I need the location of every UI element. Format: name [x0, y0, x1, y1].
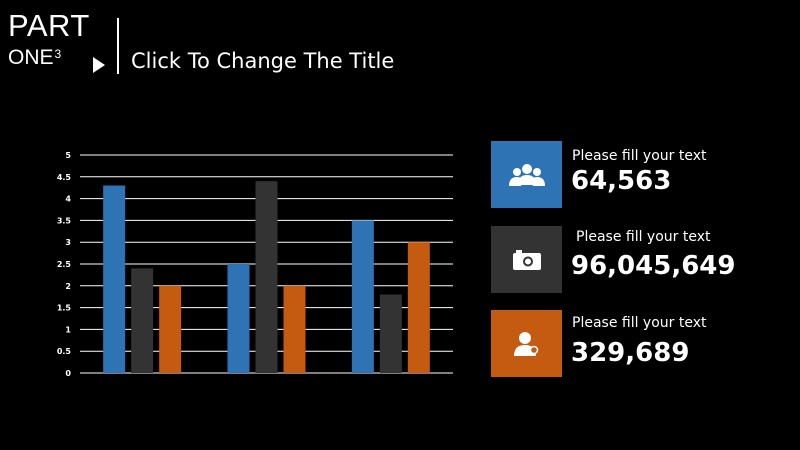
slide-title[interactable]: Click To Change The Title: [131, 49, 395, 73]
y-tick-label: 3: [65, 238, 71, 247]
bar-group3-series1: [351, 220, 374, 373]
y-tick-label: 4.5: [57, 173, 72, 182]
stat-label-1[interactable]: Please fill your text: [572, 148, 707, 164]
bar-group2-series3: [283, 285, 306, 373]
part-number-label: ONE3: [8, 46, 61, 70]
stat-tile-1: [491, 141, 562, 208]
y-tick-label: 3.5: [57, 216, 72, 225]
bar-group3-series2: [379, 294, 402, 373]
user-icon: [513, 331, 538, 356]
stat-label-2[interactable]: Please fill your text: [576, 229, 711, 245]
y-tick-label: 1: [65, 325, 71, 334]
y-tick-label: 4: [65, 195, 71, 204]
part-label: PART: [8, 8, 90, 43]
chart-bars: [103, 181, 430, 373]
y-tick-label: 1.5: [57, 304, 72, 313]
stat-label-3[interactable]: Please fill your text: [572, 315, 707, 331]
bar-group1-series3: [159, 285, 182, 373]
stat-value-3[interactable]: 329,689: [571, 338, 690, 368]
people-icon: [508, 163, 545, 186]
y-tick-label: 5: [65, 151, 71, 160]
bar-group2-series2: [255, 181, 278, 373]
stat-value-1[interactable]: 64,563: [571, 166, 672, 196]
play-icon: [93, 57, 105, 73]
y-tick-label: 2.5: [57, 260, 72, 269]
part-number-superscript: 3: [54, 47, 62, 61]
stat-tile-2: [491, 226, 562, 293]
stat-value-2[interactable]: 96,045,649: [571, 251, 736, 281]
bar-group1-series2: [131, 268, 154, 373]
title-divider: [117, 18, 119, 74]
y-tick-label: 0: [65, 369, 71, 378]
bar-group1-series1: [103, 185, 126, 373]
stat-tile-3: [491, 310, 562, 377]
chart-y-axis-ticks: 0 0.5 1 1.5 2 2.5 3 3.5 4 4.5 5: [57, 151, 72, 378]
bar-group2-series1: [227, 264, 250, 373]
bar-chart: 0 0.5 1 1.5 2 2.5 3 3.5 4 4.5 5: [57, 151, 453, 378]
camera-icon: [512, 249, 541, 270]
y-tick-label: 2: [65, 282, 71, 291]
y-tick-label: 0.5: [57, 347, 72, 356]
part-number-text: ONE: [8, 46, 54, 69]
bar-group3-series3: [407, 242, 430, 373]
